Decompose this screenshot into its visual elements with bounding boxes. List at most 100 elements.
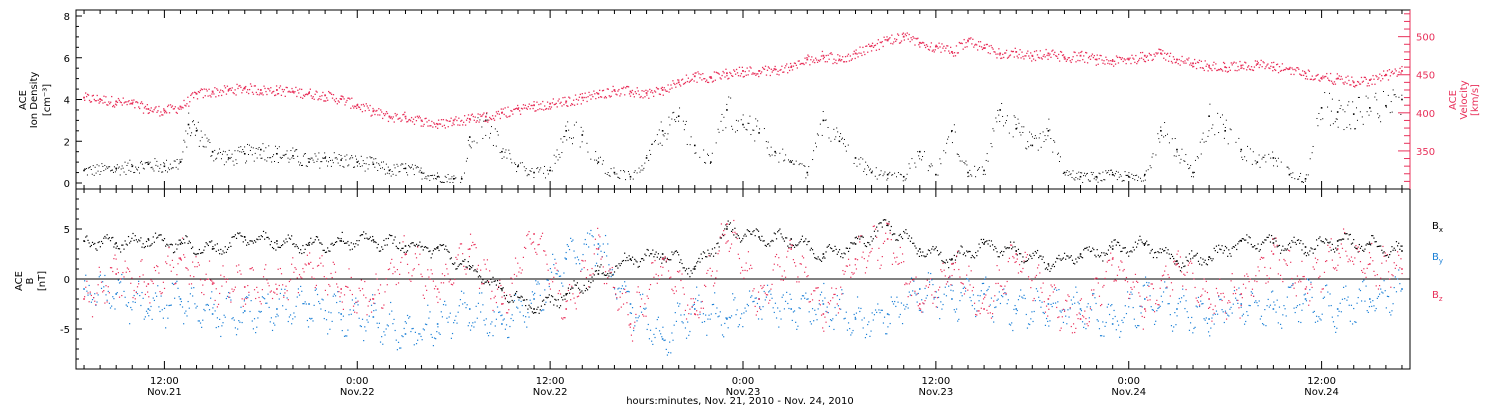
by-point (788, 307, 790, 310)
density-point (648, 159, 650, 161)
velocity-point (957, 52, 960, 54)
density-point (1166, 133, 1168, 135)
velocity-point (982, 47, 985, 49)
density-point (134, 171, 136, 173)
bx-point (377, 243, 379, 246)
by-point (250, 300, 252, 302)
velocity-point (287, 91, 289, 93)
velocity-point (379, 114, 381, 116)
bx-point (503, 295, 505, 297)
by-point (450, 337, 453, 339)
density-point (1068, 171, 1070, 173)
by-point (750, 296, 752, 298)
bx-point (1301, 249, 1303, 251)
bx-point (801, 235, 804, 237)
velocity-point (1206, 63, 1208, 65)
by-point (127, 302, 130, 304)
velocity-point (175, 111, 177, 114)
velocity-point (671, 87, 673, 89)
density-point (115, 167, 117, 170)
velocity-point (462, 124, 464, 126)
bx-point (230, 245, 232, 248)
velocity-point (490, 118, 493, 121)
bx-point (201, 252, 203, 254)
density-point (492, 144, 494, 146)
density-point (470, 147, 472, 149)
velocity-point (693, 75, 696, 78)
density-point (876, 178, 878, 180)
velocity-point (516, 107, 518, 109)
by-point (180, 300, 182, 303)
bx-point (752, 231, 754, 233)
density-point (1208, 115, 1210, 117)
bx-point (465, 266, 467, 268)
bx-point (522, 299, 525, 301)
velocity-point (1115, 55, 1118, 57)
by-point (571, 240, 573, 242)
density-point (911, 158, 913, 160)
density-point (499, 152, 501, 154)
velocity-point (98, 102, 100, 104)
velocity-point (1191, 64, 1193, 67)
by-point (90, 301, 92, 303)
velocity-point (154, 107, 156, 109)
bx-point (653, 256, 655, 258)
velocity-point (738, 66, 741, 68)
bx-point (126, 244, 128, 246)
bx-point (231, 236, 233, 238)
by-point (743, 312, 745, 314)
density-point (250, 146, 252, 148)
velocity-point (914, 44, 916, 46)
density-point (1139, 177, 1141, 179)
velocity-point (95, 100, 97, 102)
density-point (132, 165, 134, 167)
bx-point (1266, 236, 1268, 239)
density-point (1031, 144, 1034, 147)
bx-point (820, 260, 823, 262)
density-point (788, 161, 790, 163)
bx-point (512, 301, 514, 303)
bx-point (763, 240, 765, 242)
bx-point (699, 261, 701, 263)
velocity-point (590, 98, 592, 100)
velocity-point (630, 91, 633, 94)
by-point (598, 247, 600, 249)
by-point (211, 313, 214, 315)
bx-point (363, 231, 365, 233)
bx-point (379, 250, 382, 252)
by-point (480, 311, 482, 313)
bx-point (1061, 258, 1063, 260)
velocity-point (431, 120, 433, 123)
density-point (1150, 167, 1152, 169)
bx-point (392, 242, 394, 244)
velocity-point (577, 99, 580, 101)
bx-point (118, 248, 121, 250)
density-point (858, 158, 860, 160)
bx-point (508, 302, 510, 304)
velocity-point (122, 97, 124, 99)
bx-point (1017, 248, 1020, 250)
density-point (769, 155, 771, 157)
density-point (333, 152, 335, 154)
density-point (1071, 176, 1073, 178)
density-point (179, 159, 181, 161)
velocity-point (148, 112, 150, 114)
velocity-point (1078, 52, 1080, 54)
velocity-point (297, 89, 299, 91)
density-point (258, 147, 260, 149)
density-point (1121, 180, 1123, 182)
density-point (425, 176, 427, 178)
velocity-point (216, 88, 218, 90)
velocity-point (1172, 56, 1175, 58)
by-point (327, 333, 329, 335)
velocity-point (958, 41, 960, 44)
bx-point (1162, 250, 1165, 252)
bx-point (141, 246, 143, 248)
velocity-point (1112, 65, 1115, 67)
bx-point (1294, 241, 1296, 244)
by-point (413, 344, 415, 346)
density-point (429, 179, 431, 181)
velocity-point (669, 88, 671, 90)
by-point (274, 324, 276, 326)
velocity-point (226, 85, 229, 87)
